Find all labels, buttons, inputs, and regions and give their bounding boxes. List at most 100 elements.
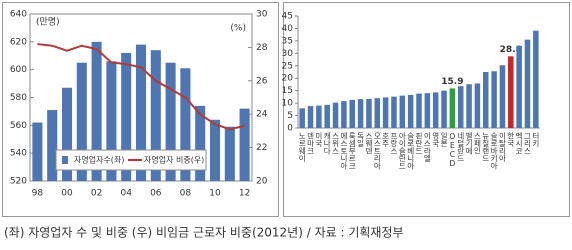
x-tick-label: 오스트리아	[373, 132, 382, 171]
right-panel	[283, 2, 570, 217]
bar	[106, 61, 117, 181]
bar	[165, 62, 176, 182]
x-tick-label: 스페인	[473, 132, 482, 155]
x-tick-label: 호주	[381, 132, 390, 149]
x-tick-label: 벨기에	[465, 132, 474, 156]
y-tick-label: 540	[10, 149, 27, 159]
bar	[441, 90, 447, 128]
x-tick-label: 독일	[356, 132, 365, 148]
x-tick-label: 그리스	[523, 132, 532, 155]
x-tick-label: 영국	[431, 131, 440, 149]
bar	[516, 45, 522, 128]
x-tick-label: 뉴질랜드	[481, 132, 490, 162]
y-tick-label: 580	[10, 93, 27, 103]
value-label: 28.8	[500, 45, 522, 55]
x-tick-label: 12	[239, 189, 250, 199]
bar	[224, 126, 235, 181]
value-label: 15.9	[441, 77, 463, 87]
bar	[307, 106, 314, 128]
y-tick-label: 620	[10, 37, 27, 47]
y-tick-label: 20	[282, 74, 294, 84]
x-tick-label: 일본	[440, 132, 449, 148]
x-tick-label: OECD	[448, 132, 457, 168]
left-panel	[2, 2, 279, 217]
y-tick-label: 640	[10, 10, 27, 20]
y-tick-label: 600	[10, 65, 27, 75]
x-tick-label: 프랑스	[389, 132, 398, 155]
x-tick-label: 스웨덴	[364, 132, 373, 155]
y-tick-label: 520	[10, 177, 27, 187]
y-tick-label: 25	[282, 61, 293, 71]
bar	[416, 93, 422, 128]
x-tick-label: 10	[209, 189, 221, 199]
x-tick-label: 룩셈부르크	[348, 132, 357, 170]
x-tick-label: 이탈리아	[498, 131, 507, 164]
bar	[341, 101, 347, 128]
bar	[424, 93, 431, 128]
y-tick-label: 10	[282, 99, 294, 109]
bar	[432, 92, 439, 128]
x-tick-label: 멕시코	[515, 131, 524, 155]
bar	[91, 41, 102, 182]
y2-tick-label: 20	[256, 177, 268, 187]
x-tick-label: 에스토니아	[339, 132, 348, 171]
x-tick-label: 노르웨이	[298, 132, 307, 164]
bar	[349, 99, 355, 128]
bar	[466, 84, 472, 128]
x-tick-label: 06	[150, 189, 162, 199]
bar	[209, 119, 221, 181]
y2-tick-label: 24	[256, 110, 268, 120]
x-tick-label: 08	[180, 189, 192, 199]
x-tick-label: 02	[91, 189, 102, 199]
x-tick-label: 네덜란드	[456, 132, 465, 162]
x-tick-label: 아이슬란드	[398, 131, 407, 170]
y-tick-label: 35	[282, 36, 293, 46]
legend-swatch	[62, 156, 68, 164]
bar	[61, 87, 73, 181]
x-tick-label: 미국	[314, 132, 323, 149]
bar	[239, 108, 250, 181]
x-tick-label: 04	[120, 189, 132, 199]
bar	[366, 98, 372, 128]
bar	[382, 97, 389, 128]
bar	[491, 71, 497, 128]
bar	[32, 122, 43, 181]
x-tick-label: 98	[32, 189, 44, 199]
bar	[391, 96, 397, 128]
y2-unit: (%)	[230, 24, 246, 34]
bar	[135, 44, 147, 181]
y-unit: (만명)	[36, 17, 60, 28]
y-tick-label: 15	[282, 86, 293, 96]
x-tick-label: 00	[61, 189, 73, 199]
y-tick-label: 5	[287, 111, 293, 121]
y-tick-label: 45	[282, 12, 293, 22]
caption: (좌) 자영업자 수 및 비중 (우) 비임금 근로자 비중(2012년) / …	[4, 226, 404, 240]
bar	[332, 102, 339, 128]
bar	[508, 56, 514, 128]
bar	[524, 39, 531, 129]
y-tick-label: 30	[282, 49, 294, 59]
x-tick-label: 슬로베니아	[406, 132, 415, 171]
bar	[324, 104, 330, 128]
bar	[449, 88, 456, 128]
bar	[374, 98, 381, 128]
bar	[121, 52, 132, 181]
bar	[407, 94, 414, 128]
legend-label: 자영업자수(좌)	[74, 155, 124, 165]
x-tick-label: 슬로바키아	[490, 132, 499, 171]
y-tick-label: 0	[287, 124, 293, 134]
y-tick-label: 40	[282, 24, 294, 34]
bar	[180, 68, 191, 181]
bar	[499, 65, 506, 128]
x-tick-label: 덴마크	[306, 132, 315, 155]
x-tick-label: 이스라엘	[423, 131, 432, 163]
bar	[195, 105, 206, 181]
bar	[399, 95, 406, 128]
bar	[357, 99, 364, 128]
x-tick-label: 핀란드	[415, 132, 424, 155]
y-tick-label: 560	[10, 121, 27, 131]
line	[37, 43, 245, 131]
y2-tick-label: 28	[256, 43, 268, 53]
y2-tick-label: 26	[256, 76, 268, 86]
